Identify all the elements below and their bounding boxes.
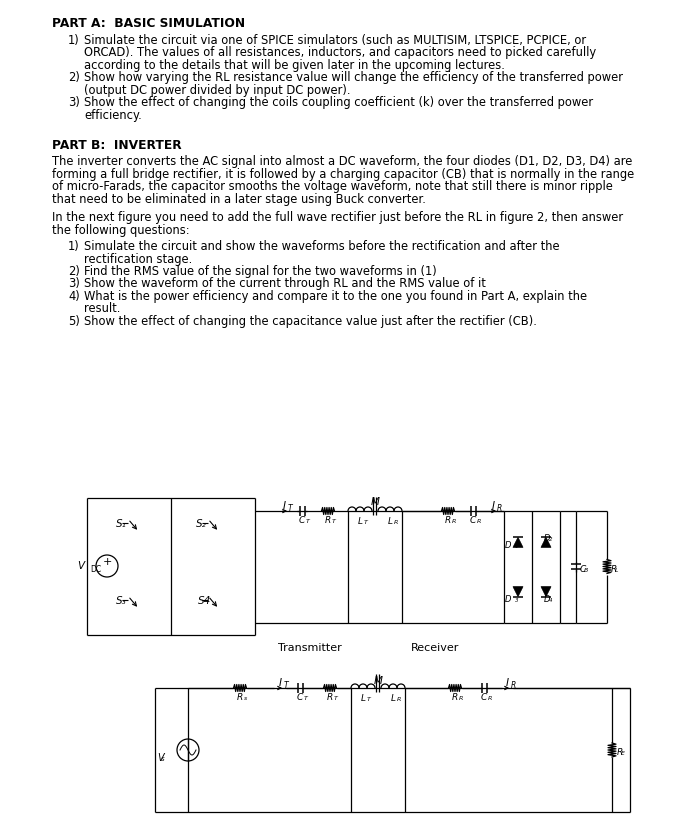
Text: S₂: S₂: [196, 519, 206, 529]
Polygon shape: [541, 537, 551, 547]
Text: 2): 2): [68, 71, 80, 84]
Text: M: M: [370, 497, 380, 507]
Text: I: I: [492, 501, 494, 511]
Text: s: s: [244, 696, 247, 701]
Text: the following questions:: the following questions:: [52, 224, 190, 237]
Text: ORCAD). The values of all resistances, inductors, and capacitors need to picked : ORCAD). The values of all resistances, i…: [84, 46, 596, 59]
Text: T: T: [304, 696, 308, 701]
Text: R: R: [452, 693, 458, 702]
Text: according to the details that will be given later in the upcoming lectures.: according to the details that will be gi…: [84, 58, 505, 72]
Text: R: R: [611, 565, 617, 574]
Text: Simulate the circuit via one of SPICE simulators (such as MULTISIM, LTSPICE, PCP: Simulate the circuit via one of SPICE si…: [84, 34, 586, 47]
Text: I: I: [278, 678, 282, 688]
Text: T: T: [306, 519, 310, 524]
Text: Show the waveform of the current through RL and the RMS value of it: Show the waveform of the current through…: [84, 277, 486, 291]
Text: What is the power efficiency and compare it to the one you found in Part A, expl: What is the power efficiency and compare…: [84, 290, 587, 303]
Text: C: C: [481, 693, 487, 702]
Text: R: R: [327, 693, 333, 702]
Polygon shape: [541, 587, 551, 597]
Text: D: D: [504, 595, 511, 603]
Text: R: R: [511, 681, 517, 690]
Text: R: R: [397, 697, 401, 702]
Text: 4: 4: [549, 597, 552, 602]
Text: Receiver: Receiver: [411, 643, 459, 653]
Text: T: T: [332, 519, 336, 524]
Text: 1): 1): [68, 240, 80, 253]
Text: L: L: [391, 694, 395, 703]
Text: of micro-Farads, the capacitor smooths the voltage waveform, note that still the: of micro-Farads, the capacitor smooths t…: [52, 180, 613, 193]
Text: +: +: [102, 557, 112, 567]
Text: 3: 3: [515, 597, 519, 602]
Text: T: T: [288, 504, 292, 513]
Text: R: R: [452, 519, 456, 524]
Text: 5): 5): [68, 315, 80, 328]
Text: L: L: [360, 694, 366, 703]
Polygon shape: [513, 537, 523, 547]
Text: C: C: [470, 516, 476, 525]
Text: D: D: [544, 534, 550, 543]
Text: (output DC power divided by input DC power).: (output DC power divided by input DC pow…: [84, 83, 351, 96]
Text: E: E: [621, 751, 625, 756]
Text: V: V: [77, 561, 84, 571]
Text: Show how varying the RL resistance value will change the efficiency of the trans: Show how varying the RL resistance value…: [84, 71, 623, 84]
Text: L: L: [357, 517, 362, 526]
Text: R: R: [445, 516, 451, 525]
Text: T: T: [284, 681, 288, 690]
Text: R: R: [617, 748, 624, 757]
Text: forming a full bridge rectifier, it is followed by a charging capacitor (CB) tha: forming a full bridge rectifier, it is f…: [52, 168, 634, 180]
Text: R: R: [488, 696, 492, 701]
Text: PART B:  INVERTER: PART B: INVERTER: [52, 138, 181, 151]
Text: T: T: [367, 697, 371, 702]
Text: PART A:  BASIC SIMULATION: PART A: BASIC SIMULATION: [52, 17, 245, 30]
Text: S₁: S₁: [116, 519, 127, 529]
Text: DC: DC: [90, 565, 101, 574]
Text: s: s: [161, 756, 165, 762]
Text: 4): 4): [68, 290, 80, 303]
Text: C: C: [299, 516, 305, 525]
Text: that need to be eliminated in a later stage using Buck converter.: that need to be eliminated in a later st…: [52, 193, 426, 206]
Text: Show the effect of changing the coils coupling coefficient (k) over the transfer: Show the effect of changing the coils co…: [84, 96, 593, 109]
Polygon shape: [513, 587, 523, 597]
Text: C: C: [297, 693, 303, 702]
Text: 2): 2): [68, 265, 80, 278]
Text: S4: S4: [198, 596, 211, 606]
Text: R: R: [394, 520, 398, 525]
Text: M: M: [374, 676, 383, 686]
Text: R: R: [459, 696, 463, 701]
Text: 2: 2: [549, 537, 552, 542]
Text: result.: result.: [84, 303, 121, 315]
Text: The inverter converts the AC signal into almost a DC waveform, the four diodes (: The inverter converts the AC signal into…: [52, 155, 632, 168]
Text: R: R: [325, 516, 331, 525]
Text: efficiency.: efficiency.: [84, 109, 141, 122]
Text: L: L: [615, 568, 619, 573]
Text: C: C: [580, 565, 586, 574]
Text: T: T: [334, 696, 338, 701]
Text: 3): 3): [68, 277, 80, 291]
Text: Find the RMS value of the signal for the two waveforms in (1): Find the RMS value of the signal for the…: [84, 265, 437, 278]
Text: rectification stage.: rectification stage.: [84, 253, 192, 266]
Text: V: V: [157, 753, 164, 763]
Text: T: T: [364, 520, 368, 525]
Text: D: D: [504, 542, 511, 551]
Text: D: D: [544, 595, 550, 603]
Text: 3): 3): [68, 96, 80, 109]
Text: I: I: [282, 501, 286, 511]
Text: 1: 1: [515, 544, 519, 550]
Text: 1): 1): [68, 34, 80, 47]
Text: In the next figure you need to add the full wave rectifier just before the RL in: In the next figure you need to add the f…: [52, 212, 623, 224]
Text: R: R: [497, 504, 502, 513]
Text: R: R: [477, 519, 481, 524]
Text: L: L: [387, 517, 393, 526]
Text: Simulate the circuit and show the waveforms before the rectification and after t: Simulate the circuit and show the wavefo…: [84, 240, 560, 253]
Text: I: I: [506, 678, 508, 688]
Text: B: B: [584, 568, 588, 573]
Text: Show the effect of changing the capacitance value just after the rectifier (CB).: Show the effect of changing the capacita…: [84, 315, 537, 328]
Text: R: R: [237, 693, 243, 702]
Text: Transmitter: Transmitter: [278, 643, 342, 653]
Text: S₃: S₃: [116, 596, 127, 606]
